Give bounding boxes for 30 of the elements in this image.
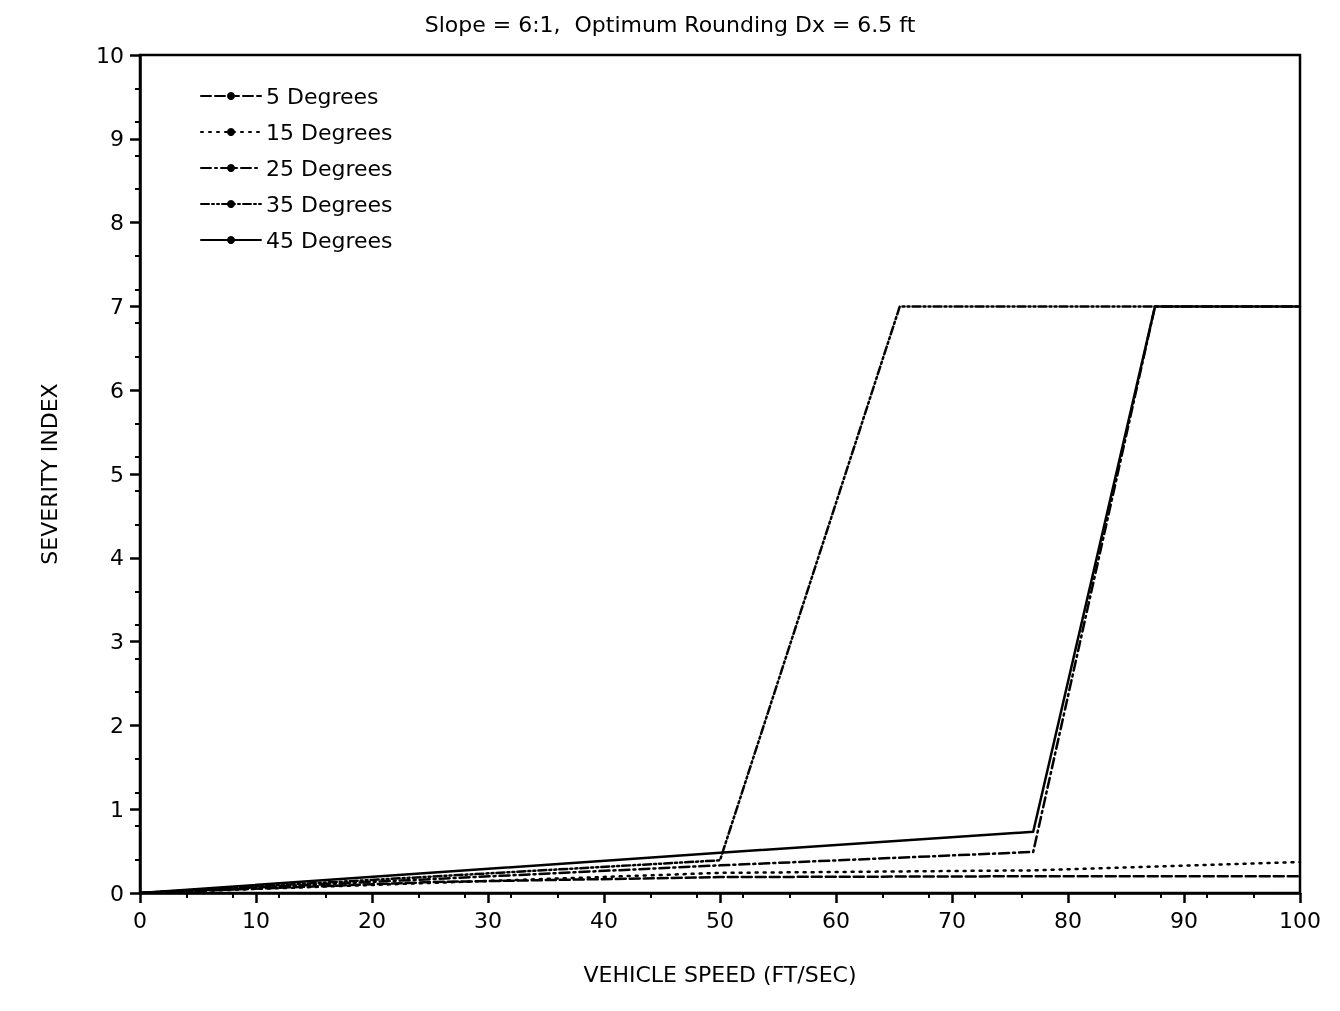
x-tick-label: 40 — [590, 907, 618, 933]
x-tick-label: 60 — [822, 907, 850, 933]
legend-label: 35 Degrees — [266, 191, 393, 217]
legend-label: 5 Degrees — [266, 83, 379, 109]
y-axis-title: SEVERITY INDEX — [36, 383, 62, 565]
y-tick-label: 3 — [110, 629, 124, 655]
x-tick-label: 80 — [1054, 907, 1082, 933]
y-tick-label: 9 — [110, 126, 124, 152]
y-tick-label: 5 — [110, 461, 124, 487]
chart-title: Slope = 6:1, Optimum Rounding Dx = 6.5 ft — [424, 11, 916, 37]
legend-label: 45 Degrees — [266, 227, 393, 253]
legend-label: 25 Degrees — [266, 155, 393, 181]
y-tick-label: 8 — [110, 210, 124, 236]
legend-label: 15 Degrees — [266, 119, 393, 145]
x-tick-label: 0 — [133, 907, 147, 933]
y-tick-label: 7 — [110, 293, 124, 319]
x-tick-label: 30 — [474, 907, 502, 933]
y-tick-label: 1 — [110, 796, 124, 822]
x-tick-label: 90 — [1170, 907, 1198, 933]
y-tick-label: 4 — [110, 545, 124, 571]
y-tick-label: 10 — [96, 42, 124, 68]
x-tick-label: 100 — [1279, 907, 1321, 933]
x-tick-label: 70 — [938, 907, 966, 933]
y-tick-label: 0 — [110, 880, 124, 906]
y-tick-label: 2 — [110, 712, 124, 738]
x-axis-title: VEHICLE SPEED (FT/SEC) — [583, 961, 857, 987]
x-tick-label: 10 — [242, 907, 270, 933]
x-tick-label: 20 — [358, 907, 386, 933]
x-tick-label: 50 — [706, 907, 734, 933]
y-tick-label: 6 — [110, 377, 124, 403]
